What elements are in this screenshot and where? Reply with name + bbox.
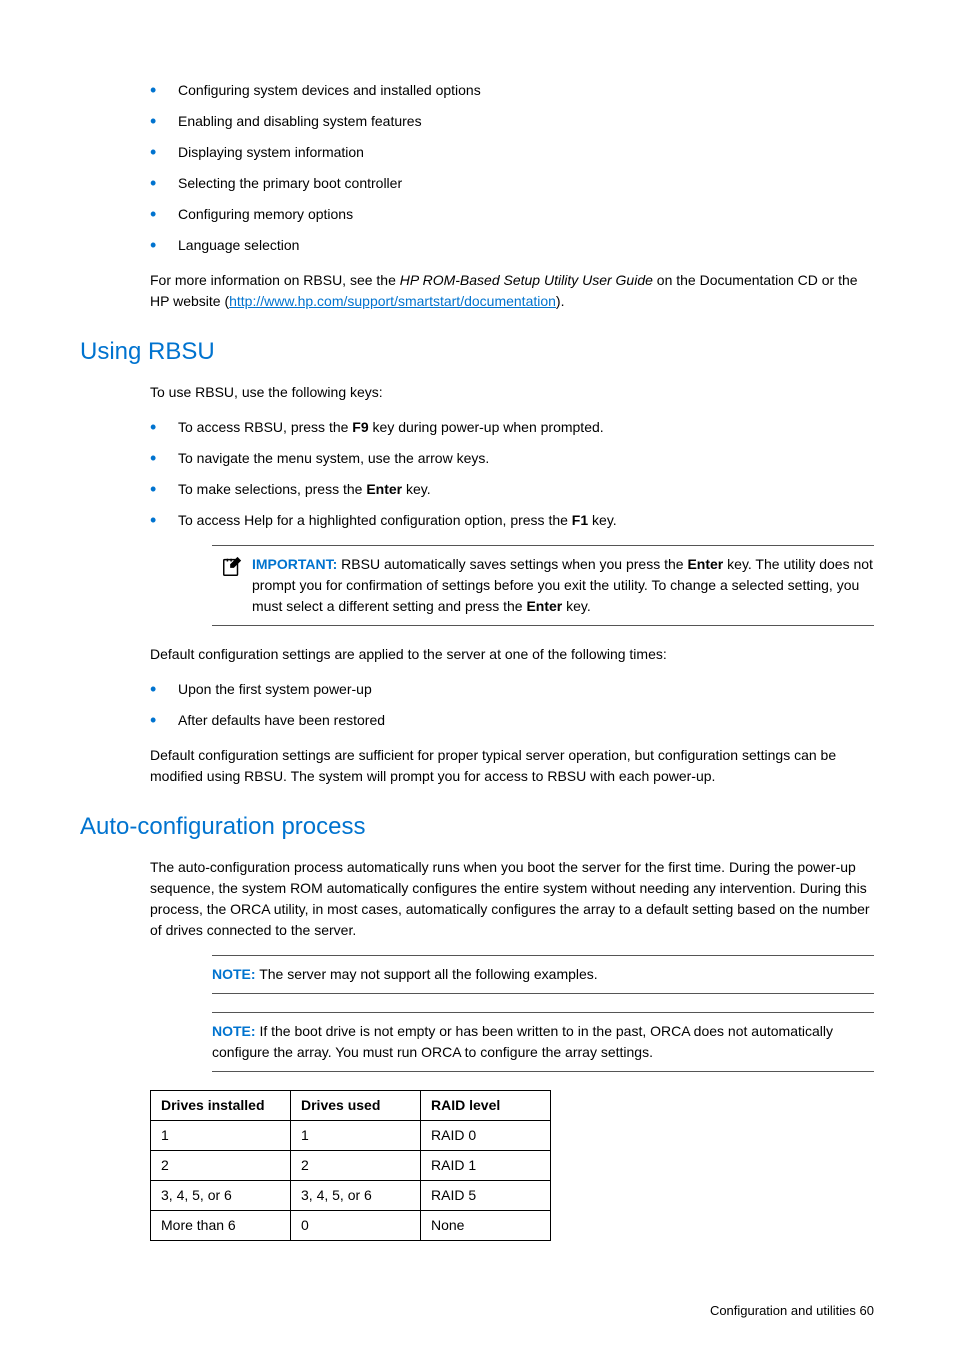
note-callout-1: NOTE: The server may not support all the… xyxy=(212,955,874,994)
cell: RAID 5 xyxy=(421,1181,551,1211)
list-item: Displaying system information xyxy=(150,142,874,163)
t: To make selections, press the xyxy=(178,481,366,497)
using-rbsu-heading: Using RBSU xyxy=(80,334,874,370)
important-text: IMPORTANT: RBSU automatically saves sett… xyxy=(252,554,874,617)
table-row: 3, 4, 5, or 6 3, 4, 5, or 6 RAID 5 xyxy=(151,1181,551,1211)
bullet-text: Configuring memory options xyxy=(178,206,353,222)
cell: 0 xyxy=(291,1211,421,1241)
list-item: Enabling and disabling system features xyxy=(150,111,874,132)
important-label: IMPORTANT: xyxy=(252,556,337,572)
bullet-text: Enabling and disabling system features xyxy=(178,113,422,129)
table-row: 2 2 RAID 1 xyxy=(151,1151,551,1181)
t: To navigate the menu system, use the arr… xyxy=(178,450,489,466)
list-item: To make selections, press the Enter key. xyxy=(150,479,874,500)
cell: 3, 4, 5, or 6 xyxy=(151,1181,291,1211)
auto-config-para: The auto-configuration process automatic… xyxy=(80,857,874,941)
list-item: After defaults have been restored xyxy=(150,710,874,731)
t: key during power-up when prompted. xyxy=(369,419,604,435)
default-times-list: Upon the first system power-up After def… xyxy=(80,679,874,731)
table-row: 1 1 RAID 0 xyxy=(151,1121,551,1151)
more-info-paragraph: For more information on RBSU, see the HP… xyxy=(80,270,874,312)
cell: 3, 4, 5, or 6 xyxy=(291,1181,421,1211)
t: key. xyxy=(402,481,431,497)
enter-key: Enter xyxy=(526,598,562,614)
f1-key: F1 xyxy=(572,512,588,528)
rbsu-intro: To use RBSU, use the following keys: xyxy=(80,382,874,403)
t: To access Help for a highlighted configu… xyxy=(178,512,572,528)
bullet-text: Language selection xyxy=(178,237,299,253)
note-text: If the boot drive is not empty or has be… xyxy=(212,1023,833,1060)
list-item: To access Help for a highlighted configu… xyxy=(150,510,874,531)
enter-key: Enter xyxy=(366,481,402,497)
t: Upon the first system power-up xyxy=(178,681,372,697)
cell: 1 xyxy=(151,1121,291,1151)
note-callout-2: NOTE: If the boot drive is not empty or … xyxy=(212,1012,874,1072)
guide-title-italic: HP ROM-Based Setup Utility User Guide xyxy=(400,272,653,288)
t: To access RBSU, press the xyxy=(178,419,352,435)
text-post: ). xyxy=(556,293,565,309)
cell: More than 6 xyxy=(151,1211,291,1241)
important-callout: IMPORTANT: RBSU automatically saves sett… xyxy=(212,545,874,626)
t: RBSU automatically saves settings when y… xyxy=(337,556,687,572)
table-header-row: Drives installed Drives used RAID level xyxy=(151,1091,551,1121)
default-config-para: Default configuration settings are suffi… xyxy=(80,745,874,787)
table-row: More than 6 0 None xyxy=(151,1211,551,1241)
col-header: RAID level xyxy=(421,1091,551,1121)
list-item: Configuring system devices and installed… xyxy=(150,80,874,101)
note-text: The server may not support all the follo… xyxy=(256,966,598,982)
bullet-text: Selecting the primary boot controller xyxy=(178,175,402,191)
list-item: To access RBSU, press the F9 key during … xyxy=(150,417,874,438)
cell: RAID 1 xyxy=(421,1151,551,1181)
text-pre: For more information on RBSU, see the xyxy=(150,272,400,288)
rbsu-keys-list: To access RBSU, press the F9 key during … xyxy=(80,417,874,531)
list-item: Configuring memory options xyxy=(150,204,874,225)
t: key. xyxy=(562,598,591,614)
f9-key: F9 xyxy=(352,419,368,435)
cell: RAID 0 xyxy=(421,1121,551,1151)
cell: 2 xyxy=(151,1151,291,1181)
default-config-intro: Default configuration settings are appli… xyxy=(80,644,874,665)
top-bullet-list: Configuring system devices and installed… xyxy=(80,80,874,256)
list-item: To navigate the menu system, use the arr… xyxy=(150,448,874,469)
t: After defaults have been restored xyxy=(178,712,385,728)
list-item: Upon the first system power-up xyxy=(150,679,874,700)
col-header: Drives used xyxy=(291,1091,421,1121)
note-label: NOTE: xyxy=(212,1023,256,1039)
bullet-text: Configuring system devices and installed… xyxy=(178,82,481,98)
cell: 2 xyxy=(291,1151,421,1181)
list-item: Selecting the primary boot controller xyxy=(150,173,874,194)
documentation-link[interactable]: http://www.hp.com/support/smartstart/doc… xyxy=(229,293,556,309)
col-header: Drives installed xyxy=(151,1091,291,1121)
page-footer: Configuration and utilities 60 xyxy=(80,1301,874,1321)
cell: None xyxy=(421,1211,551,1241)
note-label: NOTE: xyxy=(212,966,256,982)
auto-config-heading: Auto-configuration process xyxy=(80,809,874,845)
important-icon xyxy=(212,554,252,578)
raid-config-table: Drives installed Drives used RAID level … xyxy=(150,1090,551,1241)
cell: 1 xyxy=(291,1121,421,1151)
t: key. xyxy=(588,512,617,528)
list-item: Language selection xyxy=(150,235,874,256)
enter-key: Enter xyxy=(687,556,723,572)
bullet-text: Displaying system information xyxy=(178,144,364,160)
